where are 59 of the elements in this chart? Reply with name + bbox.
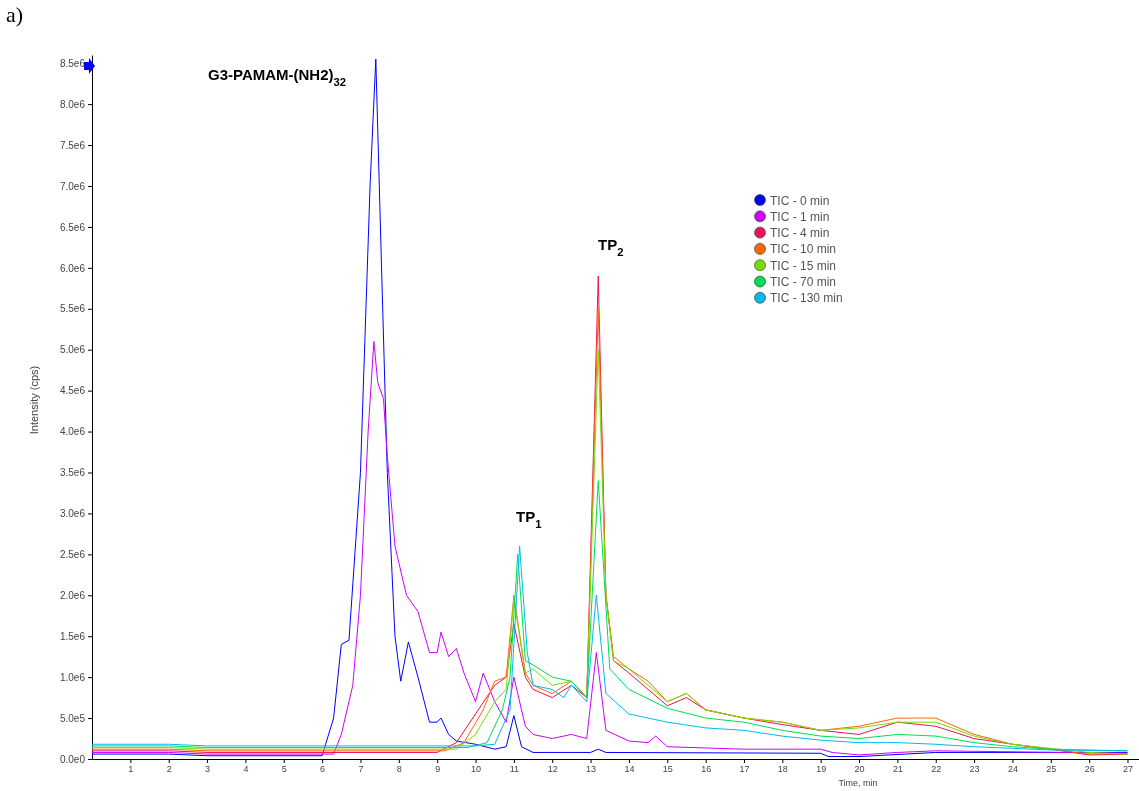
x-tick-label: 19 <box>816 764 827 775</box>
y-tick-label: 8.0e6 <box>59 98 86 110</box>
legend-label: TIC - 10 min <box>770 242 837 257</box>
y-tick-label: 7.5e6 <box>59 139 86 151</box>
legend-label: TIC - 1 min <box>770 209 830 224</box>
text: a) <box>6 2 24 27</box>
x-tick-label: 21 <box>892 764 903 775</box>
x-tick-label: 6 <box>320 764 326 775</box>
x-tick-label: 7 <box>358 764 364 775</box>
y-tick-label: 3.0e6 <box>59 508 86 520</box>
y-tick-label: 0.0e0 <box>59 753 86 765</box>
legend-label: TIC - 130 min <box>770 291 843 306</box>
y-axis-title: Intensity (cps) <box>28 365 40 435</box>
x-tick-label: 11 <box>509 764 520 775</box>
y-tick-label: 3.5e6 <box>59 467 86 479</box>
x-tick-label: 14 <box>624 764 635 775</box>
x-tick-label: 23 <box>969 764 980 775</box>
x-tick-label: 24 <box>1007 764 1018 775</box>
x-tick-label: 3 <box>205 764 211 775</box>
annotation: G3-PAMAM-(NH2)$_{32}$ <box>208 66 347 88</box>
x-tick-label: 22 <box>931 764 942 775</box>
x-tick-label: 17 <box>739 764 750 775</box>
legend-label: TIC - 4 min <box>770 226 830 241</box>
annotation: TP$_{2}$ <box>598 236 624 258</box>
x-tick-label: 18 <box>777 764 788 775</box>
y-tick-label: 8.5e6 <box>59 57 86 69</box>
x-tick-label: 26 <box>1084 764 1095 775</box>
x-tick-label: 4 <box>243 764 249 775</box>
y-tick-label: 4.0e6 <box>59 426 86 438</box>
x-tick-label: 25 <box>1046 764 1057 775</box>
y-tick-label: 2.5e6 <box>59 549 86 561</box>
x-tick-label: 8 <box>396 764 402 775</box>
y-tick-label: 5.5e6 <box>59 303 86 315</box>
x-tick-label: 2 <box>166 764 172 775</box>
x-tick-label: 16 <box>701 764 712 775</box>
x-tick-label: 15 <box>662 764 673 775</box>
y-tick-label: 5.0e5 <box>59 712 86 724</box>
legend-label: TIC - 0 min <box>770 193 830 208</box>
y-tick-label: 4.5e6 <box>59 385 86 397</box>
y-tick-label: 7.0e6 <box>59 180 86 192</box>
x-tick-label: 1 <box>128 764 134 775</box>
x-tick-label: 12 <box>547 764 558 775</box>
annotation: TP$_{1}$ <box>516 508 542 530</box>
y-tick-label: 5.0e6 <box>59 344 86 356</box>
legend-label: TIC - 15 min <box>770 258 837 273</box>
line-series <box>91 545 1128 752</box>
y-tick-label: 1.0e6 <box>59 671 86 683</box>
y-tick-label: 6.0e6 <box>59 262 86 274</box>
x-tick-label: 13 <box>586 764 597 775</box>
legend-label: TIC - 70 min <box>770 275 837 289</box>
y-tick-label: 6.5e6 <box>59 221 86 233</box>
x-tick-label: 5 <box>281 764 287 775</box>
x-tick-label: 10 <box>471 764 482 775</box>
x-tick-label: 20 <box>854 764 865 775</box>
x-tick-label: 27 <box>1122 764 1133 775</box>
x-axis-title: Time, min <box>838 778 878 788</box>
y-tick-label: 2.0e6 <box>59 589 86 601</box>
y-tick-label: 1.5e6 <box>59 630 86 642</box>
x-tick-label: 9 <box>435 764 441 775</box>
